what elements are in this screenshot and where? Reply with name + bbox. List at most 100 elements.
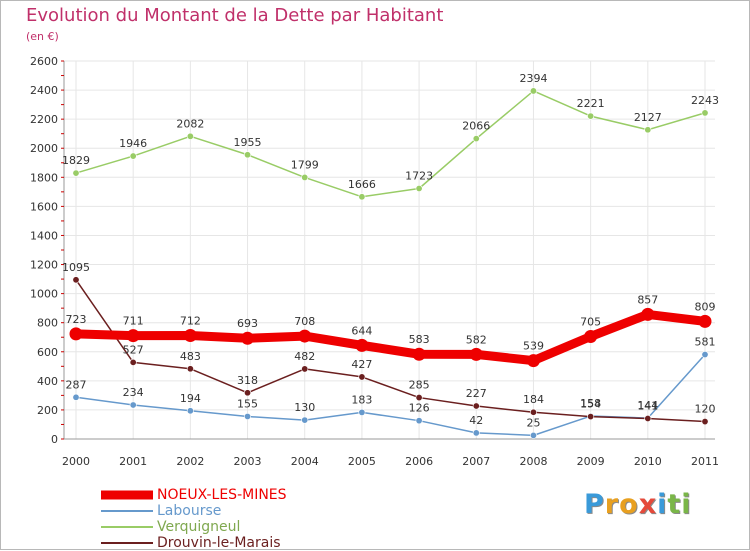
y-tick-label: 2400 xyxy=(30,84,58,97)
chart-subtitle: (en €) xyxy=(26,30,59,43)
data-label-noeux-les-mines: 708 xyxy=(294,315,315,328)
legend-item-drouvin-le-marais: Drouvin-le-Marais xyxy=(101,535,361,551)
y-tick-label: 600 xyxy=(37,346,58,359)
data-point-noeux-les-mines xyxy=(698,314,712,328)
x-tick-label: 2008 xyxy=(519,455,547,468)
data-label-labourse: 25 xyxy=(526,416,540,429)
legend-swatch xyxy=(101,510,153,512)
series-line-drouvin-le-marais xyxy=(75,279,706,423)
data-label-labourse: 144 xyxy=(637,399,658,412)
logo-letter: i xyxy=(681,489,692,520)
data-point-drouvin-le-marais xyxy=(529,408,537,416)
data-point-verquigneul xyxy=(529,87,537,95)
x-tick-label: 2004 xyxy=(291,455,319,468)
legend-item-verquigneul: Verquigneul xyxy=(101,519,361,535)
data-label-labourse: 581 xyxy=(695,336,716,349)
data-point-noeux-les-mines xyxy=(183,328,197,342)
data-label-verquigneul: 2221 xyxy=(577,97,605,110)
chart-title: Evolution du Montant de la Dette par Hab… xyxy=(26,5,444,26)
data-label-verquigneul: 1946 xyxy=(119,137,147,150)
data-point-labourse xyxy=(472,429,480,437)
data-point-noeux-les-mines xyxy=(526,354,540,368)
data-point-verquigneul xyxy=(129,152,137,160)
data-label-verquigneul: 2082 xyxy=(176,117,204,130)
data-point-noeux-les-mines xyxy=(641,307,655,321)
legend-label: Drouvin-le-Marais xyxy=(157,535,281,551)
data-label-verquigneul: 1955 xyxy=(234,136,262,149)
data-point-labourse xyxy=(301,416,309,424)
data-point-labourse xyxy=(701,351,709,359)
y-tick-label: 2600 xyxy=(30,55,58,68)
data-point-noeux-les-mines xyxy=(412,347,426,361)
data-label-labourse: 130 xyxy=(294,401,315,414)
data-label-labourse: 126 xyxy=(409,402,430,415)
x-tick-label: 2011 xyxy=(691,455,719,468)
data-label-verquigneul: 2394 xyxy=(519,72,547,85)
data-label-noeux-les-mines: 711 xyxy=(123,315,144,328)
data-label-noeux-les-mines: 644 xyxy=(351,324,372,337)
legend-item-labourse: Labourse xyxy=(101,503,361,519)
data-label-labourse: 183 xyxy=(351,393,372,406)
data-point-drouvin-le-marais xyxy=(415,394,423,402)
data-point-verquigneul xyxy=(72,169,80,177)
legend-swatch xyxy=(101,526,153,528)
data-point-drouvin-le-marais xyxy=(644,415,652,423)
data-point-labourse xyxy=(529,431,537,439)
legend-swatch xyxy=(101,542,153,544)
data-label-drouvin-le-marais: 120 xyxy=(695,403,716,416)
data-label-labourse: 194 xyxy=(180,392,201,405)
y-tick-label: 2200 xyxy=(30,113,58,126)
data-point-verquigneul xyxy=(358,193,366,201)
data-point-labourse xyxy=(186,407,194,415)
data-label-noeux-les-mines: 693 xyxy=(237,317,258,330)
legend-swatch xyxy=(101,490,153,500)
data-point-verquigneul xyxy=(415,185,423,193)
data-point-drouvin-le-marais xyxy=(472,402,480,410)
legend-label: Verquigneul xyxy=(157,519,241,535)
data-point-noeux-les-mines xyxy=(69,327,83,341)
data-label-noeux-les-mines: 582 xyxy=(466,333,487,346)
data-label-drouvin-le-marais: 184 xyxy=(523,393,544,406)
data-label-noeux-les-mines: 539 xyxy=(523,340,544,353)
legend-item-noeux-les-mines: NOEUX-LES-MINES xyxy=(101,487,361,503)
legend-label: NOEUX-LES-MINES xyxy=(157,487,287,503)
data-label-drouvin-le-marais: 1095 xyxy=(62,261,90,274)
series-line-noeux-les-mines xyxy=(71,309,710,366)
data-point-verquigneul xyxy=(701,109,709,117)
data-point-labourse xyxy=(72,393,80,401)
data-point-noeux-les-mines xyxy=(355,338,369,352)
data-label-noeux-les-mines: 857 xyxy=(637,293,658,306)
logo-letter: i xyxy=(657,489,668,520)
x-tick-label: 2006 xyxy=(405,455,433,468)
data-label-labourse: 234 xyxy=(123,386,144,399)
data-label-noeux-les-mines: 583 xyxy=(409,333,430,346)
data-point-drouvin-le-marais xyxy=(358,373,366,381)
data-label-verquigneul: 2243 xyxy=(691,94,719,107)
data-point-drouvin-le-marais xyxy=(244,389,252,397)
data-point-labourse xyxy=(244,412,252,420)
data-label-drouvin-le-marais: 527 xyxy=(123,343,144,356)
y-tick-label: 2000 xyxy=(30,142,58,155)
data-label-drouvin-le-marais: 141 xyxy=(637,400,658,413)
data-point-drouvin-le-marais xyxy=(701,418,709,426)
y-tick-label: 1800 xyxy=(30,171,58,184)
data-label-drouvin-le-marais: 483 xyxy=(180,350,201,363)
y-tick-label: 1200 xyxy=(30,259,58,272)
data-point-labourse xyxy=(129,401,137,409)
data-point-drouvin-le-marais xyxy=(186,365,194,373)
x-tick-label: 2009 xyxy=(577,455,605,468)
data-label-labourse: 158 xyxy=(580,397,601,410)
data-point-labourse xyxy=(415,417,423,425)
data-point-noeux-les-mines xyxy=(584,330,598,344)
data-label-verquigneul: 2066 xyxy=(462,120,490,133)
data-label-noeux-les-mines: 809 xyxy=(695,300,716,313)
data-label-labourse: 287 xyxy=(66,378,87,391)
data-point-noeux-les-mines xyxy=(469,347,483,361)
data-point-verquigneul xyxy=(244,151,252,159)
y-tick-label: 0 xyxy=(51,433,58,446)
data-label-drouvin-le-marais: 227 xyxy=(466,387,487,400)
data-point-verquigneul xyxy=(644,126,652,134)
x-tick-label: 2002 xyxy=(176,455,204,468)
data-label-noeux-les-mines: 705 xyxy=(580,316,601,329)
